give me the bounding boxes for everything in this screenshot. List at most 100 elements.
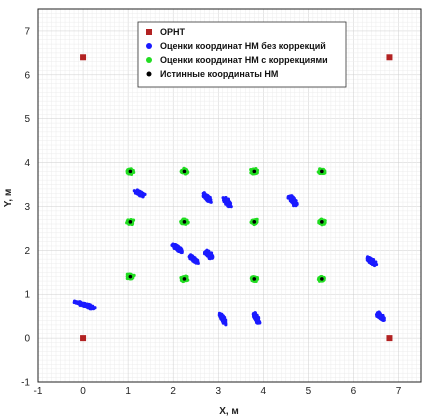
y-tick-label: -1 xyxy=(21,378,30,389)
cluster-point xyxy=(370,260,374,264)
cluster-1-9 xyxy=(286,194,299,208)
cluster-point xyxy=(229,205,233,209)
true-position-marker xyxy=(128,169,133,174)
true-position-marker xyxy=(182,220,187,224)
y-tick-label: 0 xyxy=(24,334,30,345)
cluster-point xyxy=(78,301,82,305)
true-position-marker xyxy=(128,220,133,224)
cluster-1-6 xyxy=(221,195,233,209)
cluster-1-1 xyxy=(132,188,147,199)
legend-item-true: Истинные координаты НМ xyxy=(146,69,278,79)
cluster-1-8 xyxy=(251,311,262,325)
cluster-1-11 xyxy=(374,310,386,322)
true-position-marker xyxy=(182,277,187,281)
y-tick-label: 2 xyxy=(24,246,30,257)
cluster-point xyxy=(178,248,182,252)
ornt-marker xyxy=(386,335,393,342)
cluster-point xyxy=(224,323,228,327)
cluster-point xyxy=(191,255,195,260)
x-tick-label: 6 xyxy=(351,386,357,397)
cluster-point xyxy=(373,261,377,265)
cluster-point xyxy=(224,196,228,201)
cluster-point xyxy=(367,259,371,263)
y-tick-label: 1 xyxy=(24,290,30,301)
y-tick-label: 6 xyxy=(24,70,30,81)
legend-item-ornt: ОРНТ xyxy=(146,27,186,37)
legend-label-no-correction: Оценки координат НМ без коррекций xyxy=(160,41,326,51)
y-tick-label: 4 xyxy=(24,158,30,169)
cluster-1-0 xyxy=(72,299,97,311)
x-tick-label: 3 xyxy=(215,386,221,397)
cluster-point xyxy=(207,196,211,200)
cluster-1-10 xyxy=(365,255,379,268)
cluster-1-2 xyxy=(170,242,184,255)
cluster-point xyxy=(195,258,199,262)
axis-ticks: -1 0 1 2 3 4 5 6 7 -1 0 1 2 3 4 5 6 7 xyxy=(21,26,402,397)
legend-black-dot-icon xyxy=(146,71,152,77)
cluster-point xyxy=(225,199,229,203)
y-tick-label: 3 xyxy=(24,202,30,213)
cluster-point xyxy=(204,196,208,200)
cluster-point xyxy=(72,300,76,305)
x-tick-label: -1 xyxy=(34,386,43,397)
cluster-point xyxy=(211,254,215,259)
y-tick-label: 5 xyxy=(24,114,30,125)
cluster-point xyxy=(290,199,294,203)
cluster-point xyxy=(137,192,142,196)
cluster-1-7 xyxy=(217,311,228,327)
legend-square-icon xyxy=(146,29,152,35)
cluster-point xyxy=(196,261,200,265)
cluster-point xyxy=(88,303,92,307)
x-tick-label: 5 xyxy=(306,386,312,397)
legend-label-true: Истинные координаты НМ xyxy=(160,69,278,79)
y-tick-label: 7 xyxy=(24,26,30,37)
true-position-marker xyxy=(182,169,187,174)
x-tick-label: 1 xyxy=(125,386,131,397)
cluster-point xyxy=(380,316,385,321)
cluster-1-5 xyxy=(201,191,213,204)
legend-blue-dot-icon xyxy=(146,43,152,49)
cluster-point xyxy=(255,318,259,323)
legend-item-with-correction: Оценки координат НМ с коррекциями xyxy=(146,55,328,65)
cluster-point xyxy=(220,315,225,319)
legend-green-dot-icon xyxy=(146,57,152,63)
true-position-marker xyxy=(320,220,324,224)
cluster-point xyxy=(201,191,205,196)
cluster-point xyxy=(85,305,89,309)
true-position-marker xyxy=(320,277,324,281)
x-tick-label: 4 xyxy=(261,386,267,397)
cluster-point xyxy=(257,321,261,325)
x-tick-label: 2 xyxy=(170,386,176,397)
cluster-point xyxy=(206,252,210,257)
true-position-marker xyxy=(252,169,257,174)
ornt-marker xyxy=(386,54,393,61)
true-position-marker xyxy=(320,169,324,174)
legend-box xyxy=(137,21,347,88)
legend: ОРНТ Оценки координат НМ без коррекций О… xyxy=(137,21,347,88)
cluster-point xyxy=(203,193,208,197)
legend-label-with-correction: Оценки координат НМ с коррекциями xyxy=(160,55,328,65)
plot-frame xyxy=(37,8,422,383)
true-position-marker xyxy=(128,274,133,279)
cluster-point xyxy=(288,194,292,198)
x-tick-label: 0 xyxy=(80,386,86,397)
ornt-marker xyxy=(80,54,87,61)
legend-label-ornt: ОРНТ xyxy=(160,27,186,37)
y-axis-label: Y, м xyxy=(3,189,14,208)
cluster-1-4 xyxy=(203,248,215,261)
cluster-point xyxy=(172,244,176,249)
cluster-point xyxy=(378,313,382,318)
x-axis-label: X, м xyxy=(219,406,239,417)
cluster-point xyxy=(227,202,231,206)
cluster-point xyxy=(253,314,257,319)
cluster-point xyxy=(81,303,85,307)
true-position-marker xyxy=(252,277,257,281)
true-position-marker xyxy=(252,220,257,224)
x-tick-label: 7 xyxy=(396,386,402,397)
cluster-point xyxy=(175,245,179,250)
markers-layer xyxy=(80,54,393,342)
legend-item-no-correction: Оценки координат НМ без коррекций xyxy=(146,41,326,51)
cluster-1-3 xyxy=(187,253,200,265)
